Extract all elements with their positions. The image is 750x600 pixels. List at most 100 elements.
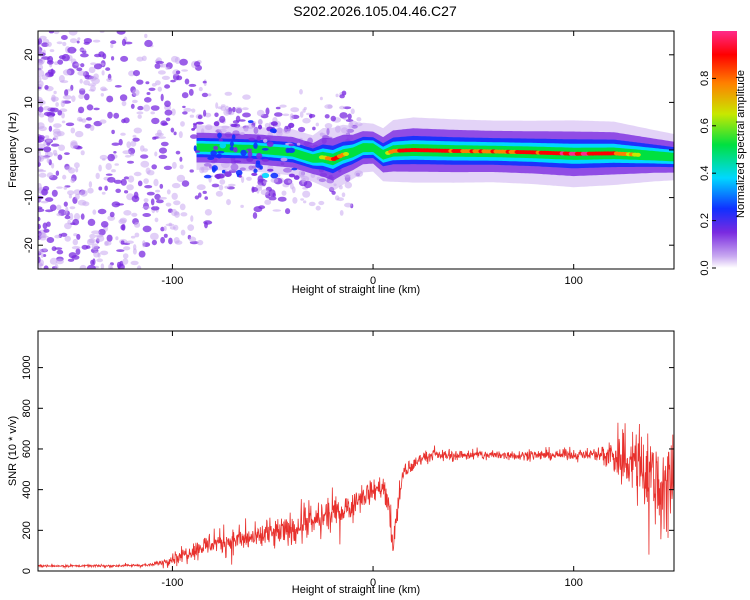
spectrogram-noise-blob <box>101 88 108 91</box>
spectrogram-noise-blob <box>106 234 113 242</box>
spectrogram-noise-blob <box>122 253 129 259</box>
spectrogram-noise-blob <box>38 106 44 113</box>
spectrogram-noise-blob <box>140 160 150 168</box>
spectrogram-noise-blob <box>257 175 264 183</box>
spectrogram-noise-blob <box>176 75 183 81</box>
spectrogram-noise-blob <box>143 198 149 203</box>
spectrogram-noise-blob <box>282 113 290 117</box>
spectrogram-noise-blob <box>116 261 122 269</box>
spectrogram-noise-blob <box>38 126 47 132</box>
spectrogram-noise-blob <box>96 258 103 263</box>
spectrogram-blob <box>246 148 253 152</box>
spectrogram-core-cell <box>640 153 647 158</box>
spectrogram-noise-blob <box>339 210 344 216</box>
spectrogram-blob <box>195 150 201 153</box>
spectrogram-noise-blob <box>204 196 208 200</box>
spectrogram-noise-blob <box>70 127 76 134</box>
spectrogram-noise-blob <box>159 147 167 154</box>
spectrogram-noise-blob <box>327 104 333 109</box>
spectrogram-noise-blob <box>171 108 176 116</box>
spectrogram-noise-blob <box>120 178 127 186</box>
spectrogram-noise-blob <box>88 89 95 92</box>
spectrogram-noise-blob <box>57 110 63 116</box>
spectrogram-noise-blob <box>38 256 41 264</box>
spectrogram-noise-blob <box>56 41 63 45</box>
spectrogram-noise-blob <box>124 155 132 158</box>
spectrogram-noise-blob <box>160 120 168 126</box>
spectrogram-noise-blob <box>130 235 136 239</box>
spectrogram-noise-blob <box>171 192 178 200</box>
spectrogram-noise-blob <box>343 117 347 121</box>
spectrogram-noise-blob <box>171 182 181 189</box>
spectrogram-blob <box>248 137 256 141</box>
spectrogram-noise-blob <box>69 38 78 44</box>
spectrogram-noise-blob <box>107 153 115 162</box>
spectrogram-noise-blob <box>119 94 128 102</box>
spectrogram-noise-blob <box>80 213 85 220</box>
spectrogram-noise-blob <box>53 135 59 141</box>
spectrogram-noise-blob <box>80 150 85 156</box>
spectrogram-noise-blob <box>46 158 50 164</box>
spectrogram-noise-blob <box>38 111 42 116</box>
spectrogram-noise-blob <box>61 120 66 124</box>
spectrogram-noise-blob <box>290 107 300 113</box>
snr-y-ticks: 0 200 400 600 800 1000 <box>21 355 674 574</box>
spectrogram-blob <box>195 121 204 125</box>
spectrogram-noise-blob <box>172 161 177 169</box>
spectrogram-noise-blob <box>275 106 281 110</box>
spectrogram-noise-blob <box>143 104 151 112</box>
spectrogram-noise-blob <box>151 239 157 246</box>
spectrogram-blob <box>287 147 296 153</box>
spectrogram-blob <box>280 157 288 162</box>
spectrogram-noise-blob <box>51 143 60 147</box>
spectrogram-noise-blob <box>68 194 72 199</box>
spectrogram-noise-blob <box>335 195 340 201</box>
spectrogram-noise-blob <box>181 92 189 99</box>
spectrogram-blob <box>233 147 238 153</box>
spectrogram-noise-blob <box>134 222 141 228</box>
spectrogram-blob <box>193 145 197 152</box>
spectrogram-noise-blob <box>71 246 81 250</box>
spectrogram-noise-blob <box>62 95 72 100</box>
spectrogram-noise-blob <box>42 222 48 230</box>
spectrogram-noise-blob <box>43 247 48 252</box>
spectrogram-noise-blob <box>101 70 105 76</box>
spectrogram-noise-blob <box>319 96 323 101</box>
spectrogram-noise-blob <box>100 263 105 269</box>
spectrogram-noise-blob <box>51 246 57 252</box>
spectrogram-noise-blob <box>58 75 65 83</box>
spectrogram-noise-blob <box>100 221 109 228</box>
spectrogram-noise-blob <box>110 43 114 49</box>
spectrogram-noise-blob <box>123 176 129 180</box>
colorbar-tick-label: 0.4 <box>699 166 711 181</box>
spectrogram-noise-blob <box>176 174 186 183</box>
spectrogram-noise-blob <box>246 176 252 181</box>
spectrogram-noise-blob <box>226 199 231 206</box>
spectrogram-noise-blob <box>204 112 212 118</box>
spectrogram-noise-blob <box>84 93 90 101</box>
spectrogram-noise-blob <box>38 96 43 102</box>
spectrogram-noise-blob <box>180 121 185 127</box>
spectrogram-noise-blob <box>146 191 155 196</box>
spectrogram-noise-blob <box>136 56 144 62</box>
spectrogram-noise-blob <box>60 232 68 237</box>
spectrogram-noise-blob <box>46 60 54 65</box>
spectrogram-noise-blob <box>130 140 137 147</box>
spectrogram-noise-blob <box>157 136 166 139</box>
spectrogram-noise-blob <box>58 55 66 60</box>
spectrogram-blob <box>256 152 263 160</box>
spectrogram-noise-blob <box>202 80 207 84</box>
spectrogram-noise-blob <box>285 208 291 215</box>
spectrogram-noise-blob <box>178 131 183 139</box>
spectrogram-blob <box>293 175 300 180</box>
spectrogram-noise-blob <box>157 86 162 92</box>
spectrogram-noise-blob <box>132 137 140 142</box>
spectrogram-noise-blob <box>38 206 43 210</box>
spectrogram-noise-blob <box>76 40 80 44</box>
spectrogram-noise-blob <box>38 262 43 268</box>
spectrogram-blob <box>213 145 219 150</box>
spectrogram-noise-blob <box>163 165 172 170</box>
spectrogram-noise-blob <box>350 108 355 115</box>
snr-y-tick-label: 400 <box>21 480 33 498</box>
spectrogram-noise-blob <box>81 118 87 123</box>
